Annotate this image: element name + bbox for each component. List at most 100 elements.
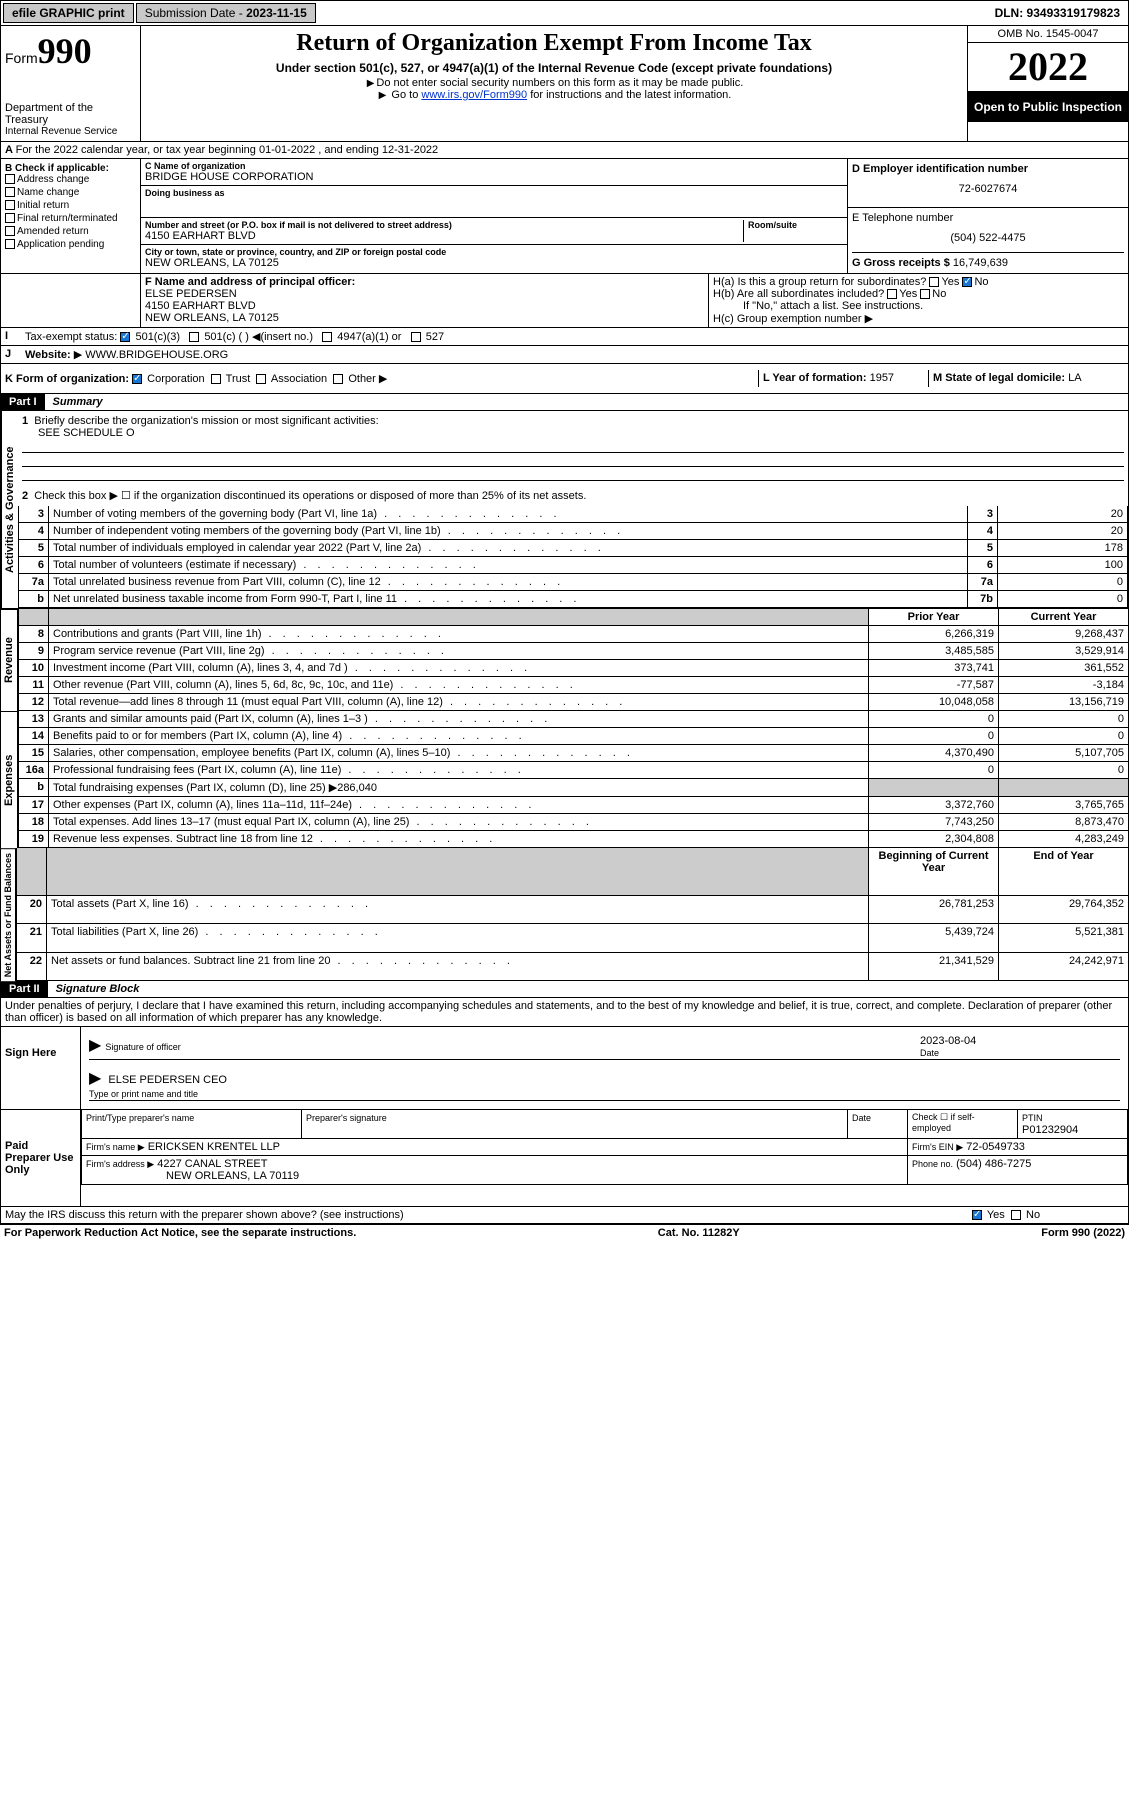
- ein-block: D Employer identification number 72-6027…: [848, 159, 1128, 208]
- cb-other[interactable]: [333, 374, 343, 384]
- submission-date: Submission Date - 2023-11-15: [136, 3, 316, 23]
- cb-app-pending[interactable]: Application pending: [5, 239, 136, 250]
- row-i: I Tax-exempt status: 501(c)(3) 501(c) ( …: [0, 328, 1129, 346]
- org-name-label: C Name of organization: [145, 161, 843, 171]
- gross-label: G Gross receipts $: [852, 257, 950, 269]
- paid-preparer-label: Paid Preparer Use Only: [1, 1110, 81, 1206]
- form-title: Return of Organization Exempt From Incom…: [149, 30, 959, 57]
- col-curr: Current Year: [999, 609, 1129, 626]
- part2-label: Part II: [1, 981, 48, 997]
- ha-yes[interactable]: [929, 277, 939, 287]
- q1-text: Briefly describe the organization's miss…: [34, 415, 378, 427]
- q1-block: 1 Briefly describe the organization's mi…: [18, 411, 1128, 485]
- hb-yes[interactable]: [887, 289, 897, 299]
- street-label: Number and street (or P.O. box if mail i…: [145, 220, 743, 230]
- efile-print-button[interactable]: efile GRAPHIC print: [3, 3, 134, 23]
- col-c: C Name of organization BRIDGE HOUSE CORP…: [141, 159, 848, 273]
- domicile-label: M State of legal domicile:: [933, 372, 1065, 384]
- domicile: LA: [1068, 372, 1081, 384]
- part1-label: Part I: [1, 394, 45, 410]
- ptin-label: PTIN: [1022, 1113, 1043, 1123]
- cb-initial-return[interactable]: Initial return: [5, 200, 136, 211]
- netassets-table: Beginning of Current YearEnd of Year 20T…: [16, 848, 1129, 981]
- note-ssn: Do not enter social security numbers on …: [149, 77, 959, 89]
- cb-address-change[interactable]: Address change: [5, 174, 136, 185]
- form-header: Form990 Department of the Treasury Inter…: [0, 26, 1129, 142]
- may-irs-text: May the IRS discuss this return with the…: [1, 1207, 968, 1223]
- cb-final-return[interactable]: Final return/terminated: [5, 213, 136, 224]
- col-b-header: B Check if applicable:: [5, 163, 136, 174]
- gross-block: G Gross receipts $ 16,749,639: [852, 252, 1124, 269]
- paid-preparer-block: Paid Preparer Use Only Print/Type prepar…: [0, 1110, 1129, 1207]
- dln: DLN: 93493319179823: [987, 4, 1128, 22]
- tel: (504) 522-4475: [852, 224, 1124, 252]
- officer-typed-label: Type or print name and title: [89, 1089, 198, 1099]
- sign-here-block: Sign Here Signature of officer 2023-08-0…: [0, 1027, 1129, 1110]
- cb-527[interactable]: [411, 332, 421, 342]
- firm-phone: (504) 486-7275: [956, 1158, 1031, 1170]
- hc: H(c) Group exemption number ▶: [713, 312, 1124, 325]
- footer-left: For Paperwork Reduction Act Notice, see …: [4, 1227, 356, 1239]
- officer-addr2: NEW ORLEANS, LA 70125: [145, 312, 704, 324]
- expenses-table: 13Grants and similar amounts paid (Part …: [18, 711, 1129, 848]
- col-b: B Check if applicable: Address change Na…: [1, 159, 141, 273]
- open-public: Open to Public Inspection: [968, 92, 1128, 122]
- ha-no[interactable]: [962, 277, 972, 287]
- cb-trust[interactable]: [211, 374, 221, 384]
- tel-label: E Telephone number: [852, 212, 1124, 224]
- section-bcd: B Check if applicable: Address change Na…: [0, 159, 1129, 274]
- note-link: Go to www.irs.gov/Form990 for instructio…: [149, 89, 959, 101]
- cb-corp[interactable]: [132, 374, 142, 384]
- row-a-text: For the 2022 calendar year, or tax year …: [16, 144, 439, 156]
- officer-addr1: 4150 EARHART BLVD: [145, 300, 704, 312]
- prep-sig-label: Preparer's signature: [306, 1113, 387, 1123]
- website-label: Website:: [25, 349, 71, 361]
- firm-name-label: Firm's name ▶: [86, 1142, 145, 1152]
- dept-treasury: Department of the Treasury: [5, 102, 136, 126]
- cb-assoc[interactable]: [256, 374, 266, 384]
- street: 4150 EARHART BLVD: [145, 230, 743, 242]
- self-employed: Check ☐ if self-employed: [908, 1110, 1018, 1139]
- row-a: A For the 2022 calendar year, or tax yea…: [0, 142, 1129, 159]
- ptin: P01232904: [1022, 1124, 1078, 1136]
- room-label: Room/suite: [748, 220, 843, 230]
- col-begin: Beginning of Current Year: [869, 848, 999, 896]
- officer-typed: ELSE PEDERSEN CEO: [108, 1074, 227, 1086]
- vtab-expenses: Expenses: [0, 711, 18, 848]
- dba-label: Doing business as: [145, 188, 843, 198]
- cb-501c[interactable]: [189, 332, 199, 342]
- ein: 72-6027674: [852, 175, 1124, 203]
- prep-name-label: Print/Type preparer's name: [86, 1113, 194, 1123]
- footer-mid: Cat. No. 11282Y: [658, 1227, 740, 1239]
- org-name-block: C Name of organization BRIDGE HOUSE CORP…: [141, 159, 847, 186]
- vtab-activities: Activities & Governance: [1, 411, 18, 608]
- may-irs-no[interactable]: [1011, 1210, 1021, 1220]
- hb: H(b) Are all subordinates included? Yes …: [713, 288, 1124, 300]
- top-bar: efile GRAPHIC print Submission Date - 20…: [0, 0, 1129, 26]
- may-irs-yes[interactable]: [972, 1210, 982, 1220]
- cb-4947[interactable]: [322, 332, 332, 342]
- hb-no[interactable]: [920, 289, 930, 299]
- cb-name-change[interactable]: Name change: [5, 187, 136, 198]
- dba-block: Doing business as: [141, 186, 847, 218]
- irs-link[interactable]: www.irs.gov/Form990: [421, 89, 527, 101]
- revenue-section: Revenue Prior YearCurrent Year 8Contribu…: [0, 609, 1129, 711]
- col-end: End of Year: [999, 848, 1129, 896]
- may-irs-row: May the IRS discuss this return with the…: [0, 1207, 1129, 1224]
- year-formation: 1957: [870, 372, 894, 384]
- header-left: Form990 Department of the Treasury Inter…: [1, 26, 141, 141]
- part2-header: Part II Signature Block: [0, 981, 1129, 998]
- principal-officer: F Name and address of principal officer:…: [141, 274, 708, 327]
- part1-title: Summary: [45, 394, 111, 410]
- form-org-label: K Form of organization:: [5, 373, 129, 385]
- governance-table: 3Number of voting members of the governi…: [18, 506, 1128, 608]
- cb-501c3[interactable]: [120, 332, 130, 342]
- cb-amended[interactable]: Amended return: [5, 226, 136, 237]
- col-prior: Prior Year: [869, 609, 999, 626]
- note2-post: for instructions and the latest informat…: [527, 89, 731, 101]
- part1-header: Part I Summary: [0, 394, 1129, 411]
- sig-officer-label: Signature of officer: [105, 1042, 180, 1052]
- ein-label: D Employer identification number: [852, 163, 1124, 175]
- row-fh: F Name and address of principal officer:…: [0, 274, 1129, 328]
- ha: H(a) Is this a group return for subordin…: [713, 276, 1124, 288]
